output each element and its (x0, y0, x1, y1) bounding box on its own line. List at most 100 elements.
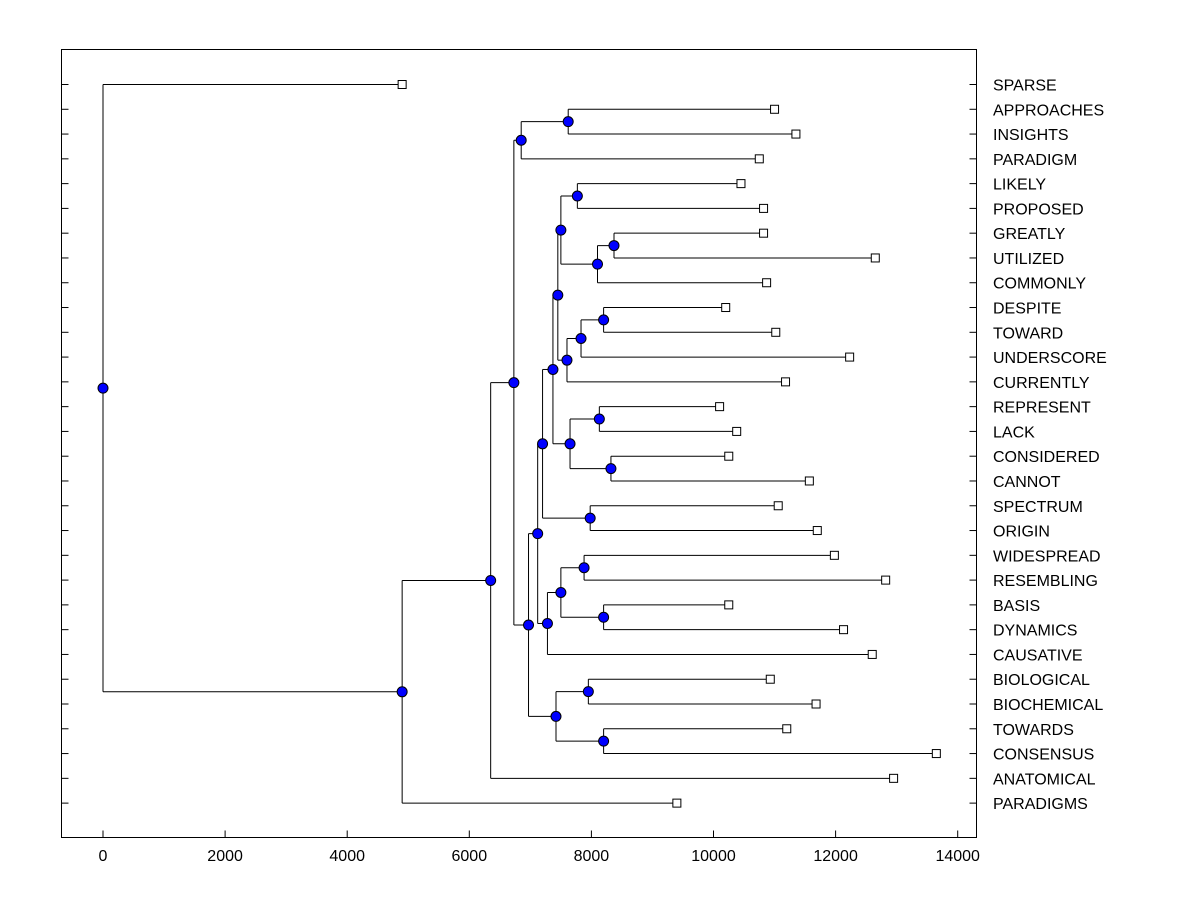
leaf-marker-utilized (870, 253, 880, 263)
leaf-label-utilized: UTILIZED (993, 251, 1064, 268)
merge-node-n3 (571, 190, 583, 202)
node-layer (97, 80, 941, 808)
merge-node-n25 (523, 619, 535, 631)
leaf-marker-spectrum (773, 501, 783, 511)
leaf-label-dynamics: DYNAMICS (993, 623, 1077, 640)
x-tick-label: 14000 (935, 848, 980, 865)
merge-node-n17 (578, 562, 590, 574)
leaf-label-insights: INSIGHTS (993, 127, 1069, 144)
leaf-marker-paradigms (672, 798, 682, 808)
leaf-label-causative: CAUSATIVE (993, 647, 1083, 664)
leaf-marker-widespread (829, 550, 839, 560)
merge-node-n11 (593, 413, 605, 425)
leaf-marker-commonly (762, 278, 772, 288)
leaf-label-biological: BIOLOGICAL (993, 672, 1090, 689)
tick-layer (61, 84, 977, 838)
leaf-marker-consensus (931, 749, 941, 759)
merge-node-n14 (547, 363, 559, 375)
merge-node-n7 (598, 314, 610, 326)
plot-frame (61, 49, 977, 838)
leaf-marker-despite (721, 303, 731, 313)
merge-node-n24 (550, 710, 562, 722)
leaf-marker-insights (791, 129, 801, 139)
leaf-marker-biochemical (811, 699, 821, 709)
merge-node-n2 (515, 134, 527, 146)
merge-node-n29 (97, 382, 109, 394)
merge-node-n6 (555, 224, 567, 236)
merge-node-n1 (562, 116, 574, 128)
leaf-label-sparse: SPARSE (993, 78, 1057, 95)
merge-node-n26 (508, 377, 520, 389)
leaf-marker-paradigm (754, 154, 764, 164)
merge-node-n9 (561, 354, 573, 366)
x-tick-label: 4000 (329, 848, 365, 865)
leaf-marker-lack (732, 426, 742, 436)
leaf-marker-cannot (804, 476, 814, 486)
leaf-marker-anatomical (889, 773, 899, 783)
leaf-label-approaches: APPROACHES (993, 102, 1104, 119)
leaf-label-toward: TOWARD (993, 325, 1063, 342)
leaf-marker-towards (782, 724, 792, 734)
merge-node-n15 (584, 512, 596, 524)
x-tick-label: 6000 (452, 848, 488, 865)
leaf-marker-toward (771, 327, 781, 337)
merge-node-n10 (552, 289, 564, 301)
leaf-label-towards: TOWARDS (993, 722, 1074, 739)
leaf-label-lack: LACK (993, 424, 1035, 441)
leaf-label-represent: REPRESENT (993, 400, 1091, 417)
merge-node-n23 (598, 735, 610, 747)
leaf-marker-approaches (770, 104, 780, 114)
leaf-label-origin: ORIGIN (993, 524, 1050, 541)
leaf-marker-resembling (881, 575, 891, 585)
leaf-marker-biological (765, 674, 775, 684)
leaf-marker-sparse (397, 80, 407, 89)
leaf-label-anatomical: ANATOMICAL (993, 771, 1096, 788)
leaf-label-biochemical: BIOCHEMICAL (993, 697, 1103, 714)
x-tick-label: 0 (99, 848, 108, 865)
merge-node-n19 (555, 586, 567, 598)
leaf-label-underscore: UNDERSCORE (993, 350, 1107, 367)
leaf-marker-origin (812, 526, 822, 536)
leaf-label-paradigm: PARADIGM (993, 152, 1077, 169)
leaf-label-basis: BASIS (993, 598, 1040, 615)
x-tick-label: 12000 (813, 848, 858, 865)
leaf-label-cannot: CANNOT (993, 474, 1061, 491)
merge-node-n18 (598, 611, 610, 623)
merge-node-n27 (485, 574, 497, 586)
leaf-marker-considered (724, 451, 734, 461)
merge-node-n20 (541, 617, 553, 629)
leaf-marker-greatly (759, 228, 769, 238)
leaf-marker-causative (867, 649, 877, 659)
leaf-label-likely: LIKELY (993, 177, 1046, 194)
leaf-label-despite: DESPITE (993, 301, 1061, 318)
x-tick-label: 8000 (574, 848, 610, 865)
merge-node-n28 (396, 686, 408, 698)
leaf-label-paradigms: PARADIGMS (993, 796, 1088, 813)
leaf-marker-currently (781, 377, 791, 387)
leaf-marker-proposed (759, 203, 769, 213)
merge-node-n16 (537, 438, 549, 450)
leaf-label-commonly: COMMONLY (993, 276, 1086, 293)
merge-node-n8 (575, 332, 587, 344)
x-tick-label: 10000 (691, 848, 736, 865)
merge-node-n22 (582, 686, 594, 698)
merge-node-n21 (532, 528, 544, 540)
merge-node-n4 (608, 240, 620, 252)
leaf-marker-basis (724, 600, 734, 610)
merge-node-n12 (605, 463, 617, 475)
merge-node-n5 (592, 258, 604, 270)
leaf-label-widespread: WIDESPREAD (993, 548, 1101, 565)
leaf-marker-represent (715, 402, 725, 412)
leaf-label-greatly: GREATLY (993, 226, 1066, 243)
x-tick-label: 2000 (207, 848, 243, 865)
leaf-label-spectrum: SPECTRUM (993, 499, 1083, 516)
leaf-label-considered: CONSIDERED (993, 449, 1100, 466)
leaf-label-currently: CURRENTLY (993, 375, 1090, 392)
leaf-marker-underscore (845, 352, 855, 362)
leaf-label-consensus: CONSENSUS (993, 747, 1094, 764)
link-layer (102, 84, 937, 804)
leaf-label-proposed: PROPOSED (993, 201, 1084, 218)
merge-node-n13 (564, 438, 576, 450)
label-layer: SPARSE APPROACHES INSIGHTS PARADIGM LIKELY PR… (99, 78, 1107, 866)
